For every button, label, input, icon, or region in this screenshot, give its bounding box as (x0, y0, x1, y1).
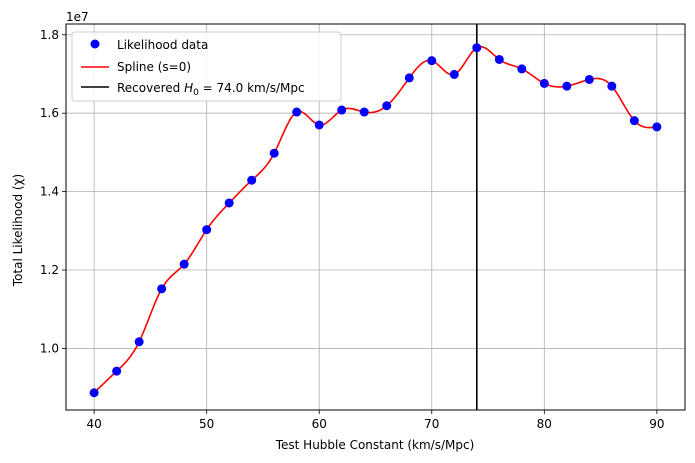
data-point (179, 259, 189, 269)
y-offset-label: 1e7 (66, 10, 89, 24)
x-tick-label: 50 (199, 417, 214, 431)
legend-label-recovered-prefix: Recovered (117, 81, 184, 95)
legend-label-recovered-symbol: H (184, 81, 193, 95)
data-point (89, 388, 99, 398)
y-tick-label: 1.0 (40, 341, 59, 355)
data-point (247, 175, 257, 185)
y-tick-label: 1.4 (40, 185, 59, 199)
legend-label-recovered-suffix: = 74.0 km/s/Mpc (199, 81, 305, 95)
y-tick-label: 1.2 (40, 263, 59, 277)
x-axis-label: Test Hubble Constant (km/s/Mpc) (275, 438, 475, 452)
y-axis-label: Total Likelihood (χ) (11, 174, 25, 287)
legend-label-recovered-sub: 0 (193, 88, 199, 98)
data-point (584, 74, 594, 84)
data-point (562, 81, 572, 91)
data-point (494, 54, 504, 64)
data-point (629, 116, 639, 126)
y-axis-ticks: 1.0 1.2 1.4 1.6 1.8 (40, 28, 66, 355)
x-tick-label: 90 (649, 417, 664, 431)
x-tick-label: 60 (312, 417, 327, 431)
data-point (359, 107, 369, 117)
x-tick-label: 80 (537, 417, 552, 431)
data-point (269, 148, 279, 158)
data-point (652, 122, 662, 132)
legend-box (71, 31, 342, 102)
data-point (427, 56, 437, 66)
legend-marker-likelihood (90, 39, 100, 49)
data-point (292, 107, 302, 117)
y-tick-label: 1.6 (40, 106, 59, 120)
plot-frame (65, 23, 686, 411)
data-point (382, 101, 392, 111)
y-tick-label: 1.8 (40, 28, 59, 42)
data-point (337, 105, 347, 115)
data-point (202, 225, 212, 235)
data-point (134, 337, 144, 347)
x-tick-label: 70 (424, 417, 439, 431)
data-point (157, 284, 167, 294)
data-point (517, 64, 527, 74)
data-point (224, 198, 234, 208)
legend-label-likelihood: Likelihood data (117, 38, 208, 52)
data-point (449, 69, 459, 79)
data-point (607, 81, 617, 91)
data-point (314, 120, 324, 130)
legend-label-recovered: Recovered H0 = 74.0 km/s/Mpc (117, 81, 305, 98)
data-point (112, 366, 122, 376)
data-point (472, 43, 482, 53)
legend: Likelihood data Spline (s=0) Recovered H… (71, 31, 342, 102)
data-points (89, 43, 662, 398)
data-point (539, 78, 549, 88)
data-point (404, 73, 414, 83)
legend-label-spline: Spline (s=0) (117, 60, 191, 74)
x-tick-label: 40 (86, 417, 101, 431)
x-axis-ticks: 40 50 60 70 80 90 (86, 410, 665, 431)
